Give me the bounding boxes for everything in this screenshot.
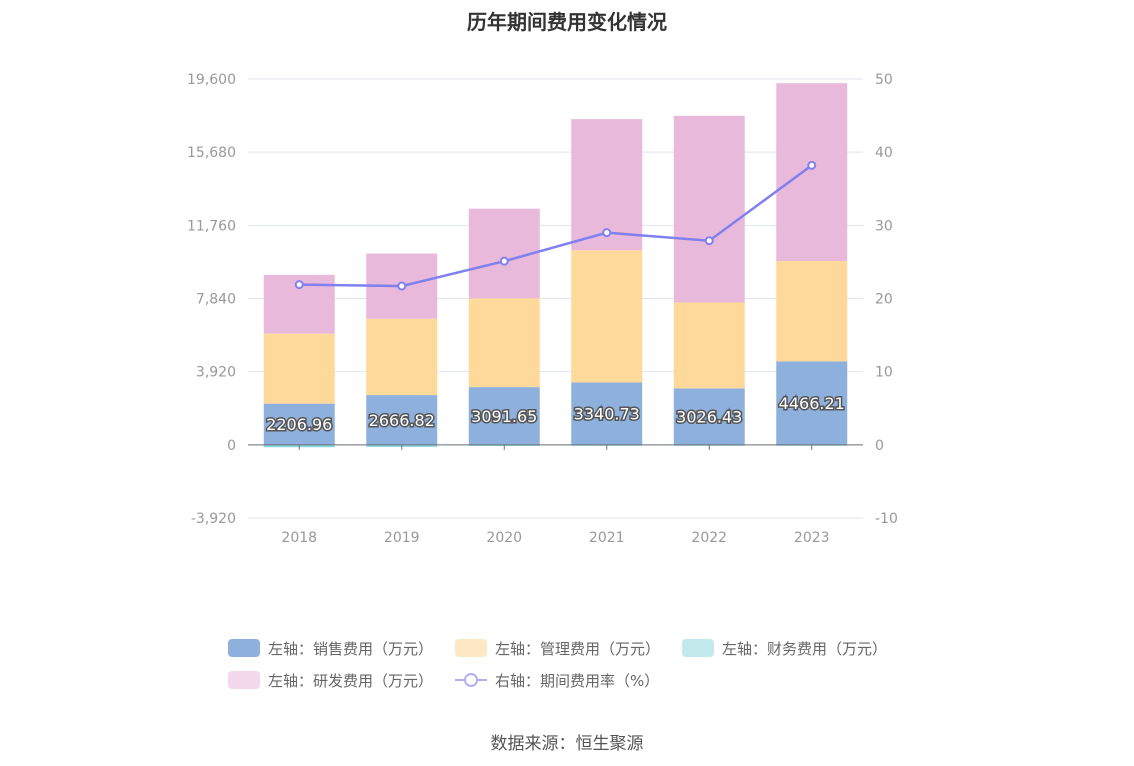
rate-point [704, 236, 714, 246]
legend-item-sales[interactable]: 左轴：销售费用（万元） [228, 638, 433, 659]
x-tick-label: 2019 [384, 530, 420, 546]
data-label-sales: 3091.65 [471, 407, 537, 426]
right-tick-label: 30 [875, 218, 893, 234]
left-tick-label: 3,920 [196, 365, 236, 381]
left-tick-label: 15,680 [187, 145, 236, 161]
bar-rd [673, 115, 745, 303]
left-tick-label: 11,760 [187, 218, 236, 234]
legend-item-rate[interactable]: 右轴：期间费用率（%） [455, 670, 659, 691]
bar-admin [366, 318, 438, 396]
data-source: 数据来源：恒生聚源 [490, 734, 644, 754]
legend-row-2: 左轴：研发费用（万元） 右轴：期间费用率（%） [228, 664, 928, 696]
right-tick-label: 0 [875, 438, 884, 454]
legend-swatch-sales [228, 639, 260, 657]
chart-svg: 19,600 50 15,680 40 11,760 30 7,840 20 3,920 10 0 0… [187, 72, 898, 546]
rate-point [807, 160, 817, 170]
left-tick-label: 19,600 [187, 72, 236, 88]
legend-label-rate: 右轴：期间费用率（%） [495, 671, 660, 690]
rate-point [397, 281, 407, 291]
x-tick-label: 2023 [794, 530, 830, 546]
bar-sales [571, 382, 643, 445]
legend-label-sales: 左轴：销售费用（万元） [268, 639, 434, 658]
left-tick-label: -3,920 [191, 511, 236, 527]
legend-swatch-rd [228, 671, 260, 689]
bar-admin [263, 333, 335, 404]
chart-title: 历年期间费用变化情况 [467, 10, 667, 34]
legend-swatch-rate-dot [464, 673, 479, 687]
legend-label-rd: 左轴：研发费用（万元） [268, 671, 434, 690]
bar-sales [673, 388, 745, 445]
right-tick-label: 50 [875, 72, 893, 88]
bar-admin [673, 302, 745, 389]
data-label-sales: 3340.73 [574, 405, 640, 424]
x-tick-label: 2020 [486, 530, 522, 546]
right-tick-label: 10 [875, 365, 893, 381]
right-tick-label: 40 [875, 145, 893, 161]
legend-label-admin: 左轴：管理费用（万元） [495, 639, 661, 658]
legend-swatch-admin [455, 639, 488, 657]
legend-item-rd[interactable]: 左轴：研发费用（万元） [228, 670, 433, 691]
legend-swatch-rate [455, 671, 488, 689]
left-tick-label: 7,840 [196, 292, 236, 308]
legend-item-admin[interactable]: 左轴：管理费用（万元） [455, 638, 660, 659]
bar-rd [776, 83, 848, 262]
right-tick-label: -10 [875, 511, 898, 527]
data-label-sales: 2666.82 [369, 411, 435, 430]
bar-admin [776, 261, 848, 362]
bar-sales [468, 387, 540, 445]
data-label-sales: 2206.96 [266, 415, 332, 434]
x-tick-label: 2018 [281, 530, 317, 546]
x-tick-label: 2021 [589, 530, 625, 546]
right-tick-label: 20 [875, 292, 893, 308]
bar-sales [366, 395, 438, 445]
rate-point [499, 256, 509, 266]
bar-sales [776, 361, 848, 445]
data-label-sales: 4466.21 [779, 394, 845, 413]
rate-point [294, 280, 304, 290]
left-tick-label: 0 [227, 438, 236, 454]
legend-item-finance[interactable]: 左轴：财务费用（万元） [682, 638, 887, 659]
bar-sales [263, 403, 335, 445]
legend-swatch-finance [682, 639, 715, 657]
rate-point [602, 228, 612, 238]
legend: 左轴：销售费用（万元） 左轴：管理费用（万元） 左轴：财务费用（万元） 左轴：研… [228, 632, 928, 696]
legend-label-finance: 左轴：财务费用（万元） [722, 639, 888, 658]
x-tick-label: 2022 [691, 530, 727, 546]
bar-admin [571, 250, 643, 383]
legend-row-1: 左轴：销售费用（万元） 左轴：管理费用（万元） 左轴：财务费用（万元） [228, 632, 928, 664]
data-label-sales: 3026.43 [676, 408, 742, 427]
bar-admin [468, 298, 540, 388]
rate-line [299, 164, 813, 288]
